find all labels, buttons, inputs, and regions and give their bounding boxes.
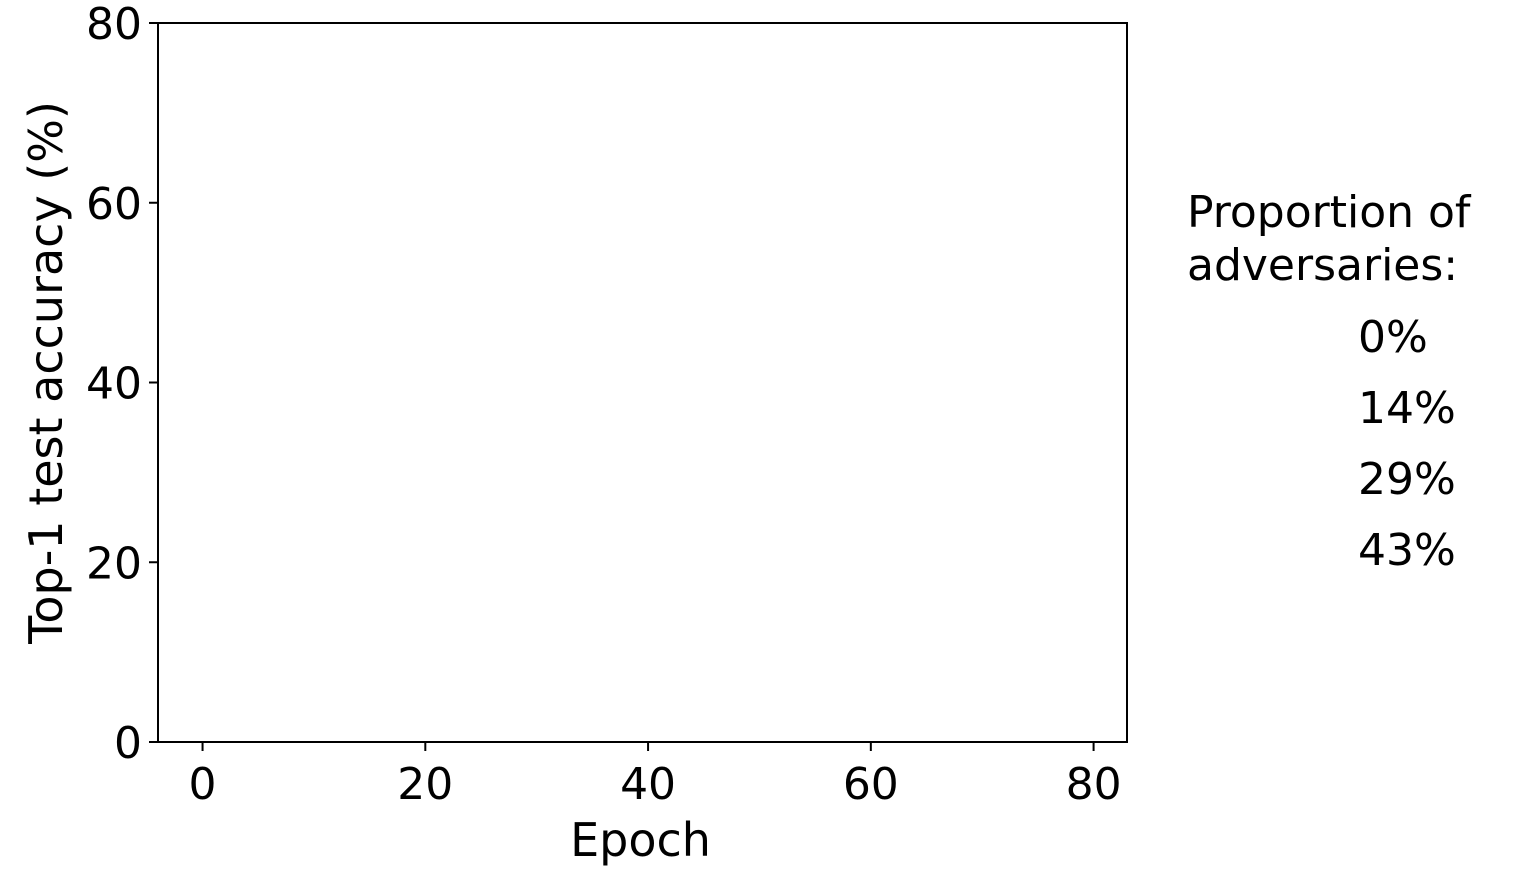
legend-entry-label: 43%	[1358, 525, 1456, 576]
legend-title-line-1: Proportion of	[1187, 187, 1472, 238]
x-tick-label: 40	[620, 759, 676, 810]
y-axis-ticks: 0 20 40 60 80	[86, 0, 158, 769]
y-tick-label: 40	[86, 359, 142, 410]
y-axis-label: Top-1 test accuracy (%)	[19, 101, 73, 645]
plot-frame	[157, 22, 1128, 743]
y-tick-label: 60	[86, 179, 142, 230]
x-axis-ticks: 0 20 40 60 80	[189, 742, 1122, 810]
legend-title-line-2: adversaries:	[1187, 240, 1458, 291]
x-axis-label: Epoch	[570, 813, 711, 867]
x-tick-label: 20	[397, 759, 453, 810]
x-tick-label: 0	[189, 759, 217, 810]
legend-entries: 0% 14% 29% 43%	[1358, 312, 1456, 576]
x-tick-label: 80	[1066, 759, 1122, 810]
legend-entry-label: 0%	[1358, 312, 1428, 363]
legend-entry-label: 14%	[1358, 383, 1456, 434]
y-tick-label: 80	[86, 0, 142, 50]
x-tick-label: 60	[843, 759, 899, 810]
legend-entry-label: 29%	[1358, 454, 1456, 505]
y-tick-label: 20	[86, 538, 142, 589]
legend: Proportion of adversaries: 0% 14% 29% 43%	[1187, 187, 1472, 576]
plot-area	[157, 22, 1128, 743]
y-tick-label: 0	[114, 718, 142, 769]
